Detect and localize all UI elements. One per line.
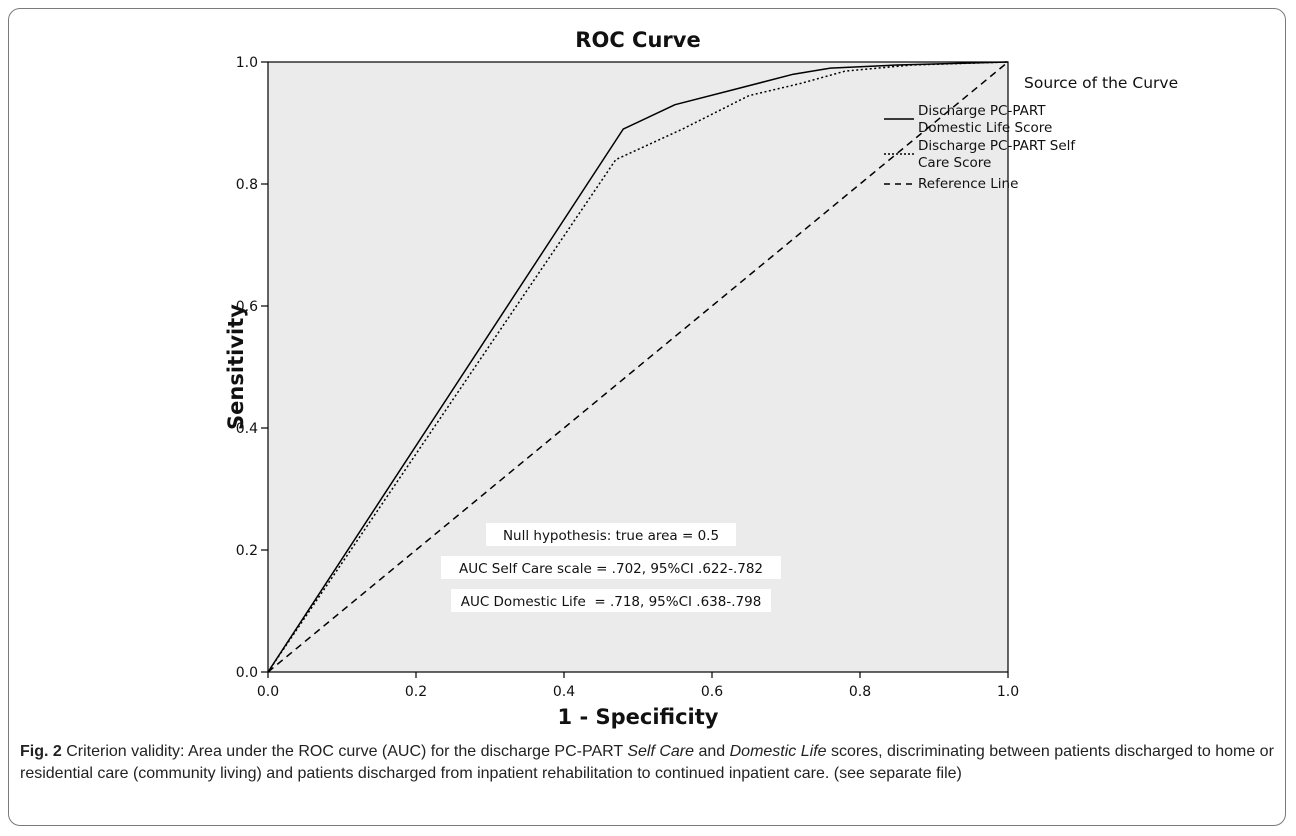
y-tick-label: 0.8	[236, 177, 258, 193]
y-tick-label: 0.2	[236, 543, 258, 559]
y-tick-label: 1.0	[236, 55, 258, 71]
x-tick-label: 0.0	[257, 684, 279, 700]
y-tick-label: 0.4	[236, 421, 258, 437]
x-tick-label: 0.8	[849, 684, 871, 700]
figure-caption: Fig. 2 Criterion validity: Area under th…	[20, 741, 1276, 785]
chart-title: ROC Curve	[575, 28, 700, 52]
annotation-box-self-care	[441, 556, 781, 579]
series-self-care-curve	[267, 61, 1009, 673]
annotation-auc-domestic: AUC Domestic Life = .718, 95%CI .638-.79…	[461, 594, 762, 610]
legend-label-self-care-line2: Care Score	[918, 155, 991, 171]
series-layer	[267, 61, 1009, 673]
legend-label-reference: Reference Line	[918, 176, 1018, 192]
caption-text-2: and	[694, 743, 730, 760]
legend-label-domestic-life-line1: Discharge PC-PART	[918, 103, 1046, 119]
x-axis-label: 1 - Specificity	[558, 705, 719, 729]
caption-text-1: Criterion validity: Area under the ROC c…	[61, 743, 628, 760]
y-tick-label: 0.6	[236, 299, 258, 315]
legend: Source of the Curve Discharge PC-PART Do…	[884, 74, 1178, 192]
caption-emphasis-domestic-life: Domestic Life	[729, 743, 827, 760]
legend-title: Source of the Curve	[1024, 74, 1178, 92]
series-reference-line	[267, 61, 1009, 673]
y-tick-label: 0.0	[236, 665, 258, 681]
y-axis-ticks: 0.0 0.2 0.4 0.6 0.8 1.0	[236, 55, 268, 681]
series-domestic-life-curve	[267, 61, 1009, 673]
annotation-box-null	[486, 523, 736, 546]
caption-text-3: scores, discriminating between patients …	[20, 743, 1274, 782]
annotation-null-hypothesis: Null hypothesis: true area = 0.5	[503, 528, 719, 544]
annotation-box-domestic	[451, 589, 771, 612]
x-axis-ticks: 0.0 0.2 0.4 0.6 0.8 1.0	[257, 672, 1019, 700]
x-tick-label: 0.6	[701, 684, 723, 700]
x-tick-label: 0.2	[405, 684, 427, 700]
annotation-auc-self-care: AUC Self Care scale = .702, 95%CI .622-.…	[459, 561, 763, 577]
roc-chart: ROC Curve 0.00.20.40.60.81.0 0.0 0.2 0.4 0.…	[224, 28, 1178, 729]
x-tick-label: 1.0	[997, 684, 1019, 700]
legend-label-domestic-life-line2: Domestic Life Score	[918, 120, 1052, 136]
y-axis-label: Sensitivity	[224, 304, 248, 430]
annotation-layer: Null hypothesis: true area = 0.5 AUC Sel…	[441, 523, 781, 612]
caption-label: Fig. 2	[20, 743, 62, 760]
x-tick-label: 0.4	[553, 684, 575, 700]
legend-label-self-care-line1: Discharge PC-PART Self	[918, 138, 1076, 154]
caption-emphasis-self-care: Self Care	[627, 743, 695, 760]
